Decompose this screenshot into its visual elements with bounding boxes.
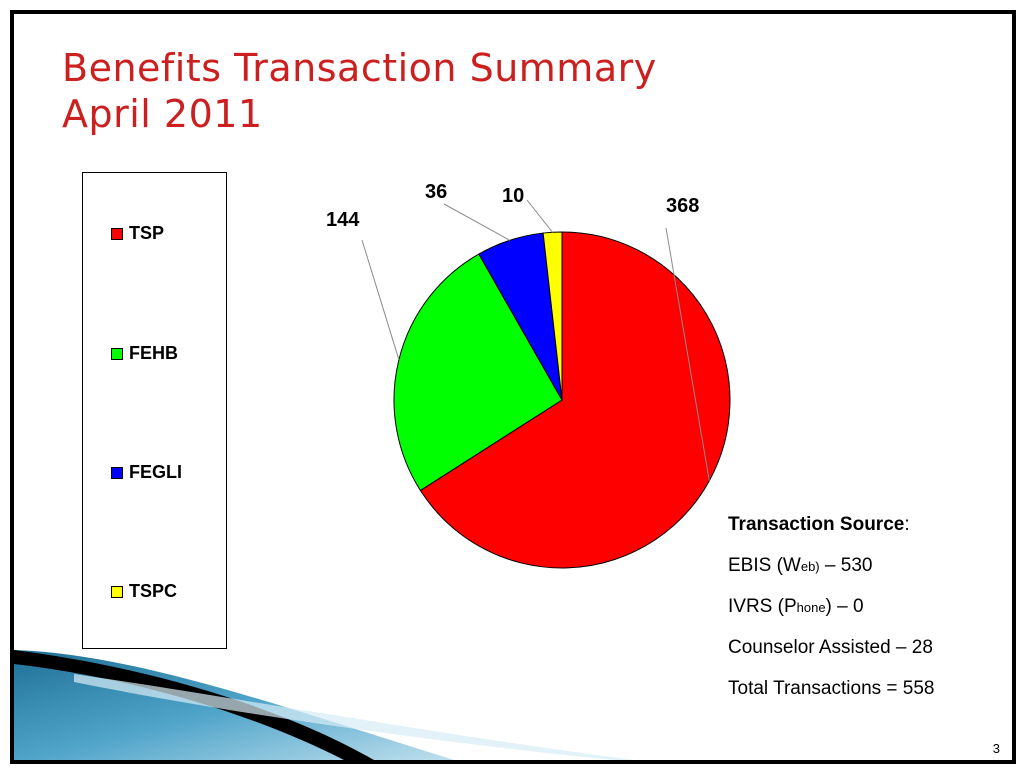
leader-line-fegli: [443, 203, 511, 241]
leader-line-tspc: [526, 199, 553, 233]
leader-line-fehb: [361, 239, 400, 360]
pie-slice-fehb: [393, 253, 563, 492]
legend-item-tsp: TSP: [111, 223, 164, 244]
title-line-1: Benefits Transaction Summary: [62, 46, 657, 90]
source-ebis-prefix: EBIS (W: [728, 555, 801, 576]
legend-item-fehb: FEHB: [111, 343, 178, 364]
legend-label-tspc: TSPC: [129, 581, 178, 601]
corner-swoosh-decoration: [14, 650, 634, 760]
legend-item-fegli: FEGLI: [111, 462, 182, 483]
source-ebis-sub: eb): [800, 559, 820, 574]
legend-label-fegli: FEGLI: [129, 462, 182, 482]
chart-legend: TSP FEHB FEGLI TSPC: [82, 172, 227, 649]
page-number: 3: [992, 741, 1000, 756]
source-ivrs-prefix: IVRS (P: [728, 596, 797, 617]
transaction-source-heading-text: Transaction Source: [728, 514, 905, 535]
source-ivrs-sub: hone: [796, 600, 826, 615]
legend-swatch-fehb: [111, 347, 123, 360]
data-label-tspc: 10: [502, 185, 524, 207]
source-ivrs: IVRS (Phone) – 0: [728, 586, 935, 627]
source-counselor: Counselor Assisted – 28: [728, 637, 933, 658]
transaction-source-heading-colon: :: [904, 514, 910, 535]
data-label-fegli: 36: [425, 181, 447, 203]
data-label-tsp: 368: [666, 195, 699, 217]
legend-label-fehb: FEHB: [129, 343, 178, 363]
data-label-fehb: 144: [326, 209, 360, 231]
leader-line-tsp: [665, 227, 710, 481]
slide-title: Benefits Transaction Summary April 2011: [62, 46, 657, 137]
transaction-source-heading: Transaction Source:: [728, 504, 935, 545]
legend-swatch-fegli: [111, 466, 123, 479]
legend-swatch-tspc: [111, 585, 123, 598]
legend-label-tsp: TSP: [129, 223, 165, 243]
legend-item-tspc: TSPC: [111, 581, 177, 602]
source-ebis-suffix: – 530: [819, 555, 873, 576]
pie-chart: 368 144 36 10: [326, 181, 731, 569]
legend-swatch-tsp: [111, 227, 123, 240]
transaction-source-panel: Transaction Source: EBIS (Web) – 530 IVR…: [728, 504, 935, 709]
source-ebis: EBIS (Web) – 530: [728, 545, 935, 586]
slide: Benefits Transaction Summary April 2011 …: [10, 10, 1016, 764]
title-line-2: April 2011: [62, 91, 263, 136]
source-total: Total Transactions = 558: [728, 678, 935, 699]
source-ivrs-suffix: ) – 0: [825, 596, 864, 617]
